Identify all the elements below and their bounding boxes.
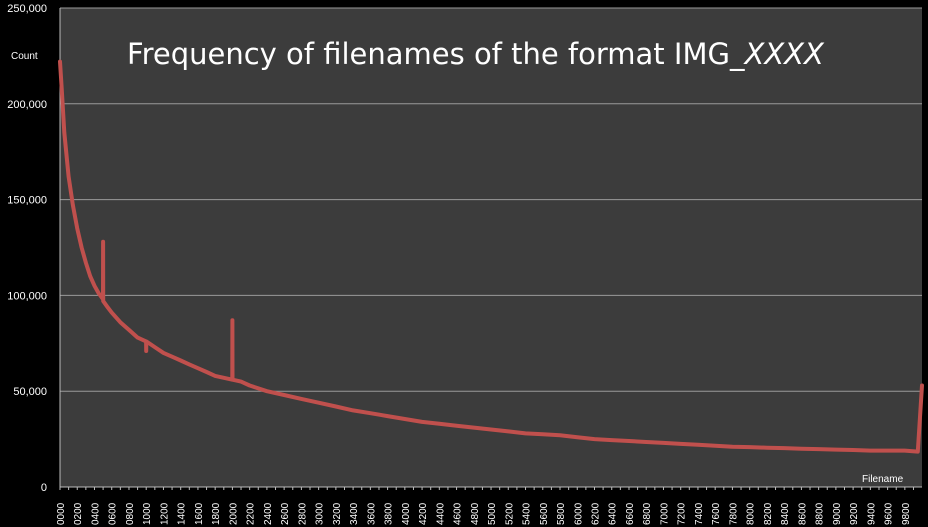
x-tick-label: 6000 xyxy=(573,502,584,525)
x-tick-label: 5400 xyxy=(522,502,533,525)
x-tick-label: 9000 xyxy=(832,502,843,525)
plot-area xyxy=(60,8,922,487)
y-axis: 0 50,000 100,000 150,000 200,000 250,000 xyxy=(7,3,61,494)
x-tick-label: 0600 xyxy=(108,502,119,525)
x-tick-label: 3000 xyxy=(315,502,326,525)
x-tick-label: 9800 xyxy=(901,502,912,525)
x-tick-label: 8400 xyxy=(780,502,791,525)
x-tick-label: 4400 xyxy=(435,502,446,525)
x-tick-label: 3800 xyxy=(384,502,395,525)
x-tick-label: 0800 xyxy=(125,502,136,525)
y-tick-label: 200,000 xyxy=(7,99,47,111)
x-tick-label: 9400 xyxy=(866,502,877,525)
x-tick-label: 1400 xyxy=(177,502,188,525)
x-tick-label: 4200 xyxy=(418,502,429,525)
x-tick-label: 7400 xyxy=(694,502,705,525)
x-tick-label: 5600 xyxy=(539,502,550,525)
x-tick-label: 3400 xyxy=(349,502,360,525)
x-tick-label: 4600 xyxy=(453,502,464,525)
x-tick-label: 1000 xyxy=(142,502,153,525)
x-tick-label: 8200 xyxy=(763,502,774,525)
x-tick-label: 5200 xyxy=(504,502,515,525)
x-tick-label: 2400 xyxy=(263,502,274,525)
x-tick-label: 8000 xyxy=(746,502,757,525)
x-tick-label: 2800 xyxy=(297,502,308,525)
y-tick-label: 150,000 xyxy=(7,195,47,207)
x-tick-label: 0200 xyxy=(73,502,84,525)
y-tick-label: 250,000 xyxy=(7,3,47,15)
series-line xyxy=(58,59,924,454)
x-tick-label: 6400 xyxy=(608,502,619,525)
x-axis-title: Filename xyxy=(862,474,904,485)
x-tick-label: 5800 xyxy=(556,502,567,525)
y-tick-label: 100,000 xyxy=(7,290,47,302)
x-tick-label: 7200 xyxy=(677,502,688,525)
x-tick-label: 6200 xyxy=(590,502,601,525)
x-tick-label: 3600 xyxy=(366,502,377,525)
x-tick-label: 2200 xyxy=(246,502,257,525)
y-tick-label: 0 xyxy=(41,482,47,494)
x-tick-label: 4800 xyxy=(470,502,481,525)
gridlines xyxy=(60,7,922,392)
x-tick-label: 7600 xyxy=(711,502,722,525)
x-tick-label: 2000 xyxy=(228,502,239,525)
x-tick-label: 1200 xyxy=(159,502,170,525)
x-tick-label: 0000 xyxy=(56,502,67,525)
x-tick-label: 1600 xyxy=(194,502,205,525)
x-tick-label: 5000 xyxy=(487,502,498,525)
x-tick-label: 8800 xyxy=(815,502,826,525)
x-tick-label: 0400 xyxy=(90,502,101,525)
x-tick-label: 1800 xyxy=(211,502,222,525)
x-tick-label: 7800 xyxy=(728,502,739,525)
x-axis: 0000 0200 0400 0600 0800 1000 1200 1400 1600 1800… xyxy=(56,486,922,525)
x-tick-label: 7000 xyxy=(659,502,670,525)
x-tick-label: 2600 xyxy=(280,502,291,525)
x-tick-label: 9600 xyxy=(884,502,895,525)
x-tick-label: 6800 xyxy=(642,502,653,525)
chart-title: Frequency of filenames of the format IMG… xyxy=(127,37,825,71)
y-axis-title: Count xyxy=(11,51,38,62)
x-tick-label: 8600 xyxy=(797,502,808,525)
x-tick-label: 3200 xyxy=(332,502,343,525)
x-tick-label: 9200 xyxy=(849,502,860,525)
x-tick-label: 6600 xyxy=(625,502,636,525)
y-tick-label: 50,000 xyxy=(13,386,47,398)
x-tick-label: 4000 xyxy=(401,502,412,525)
